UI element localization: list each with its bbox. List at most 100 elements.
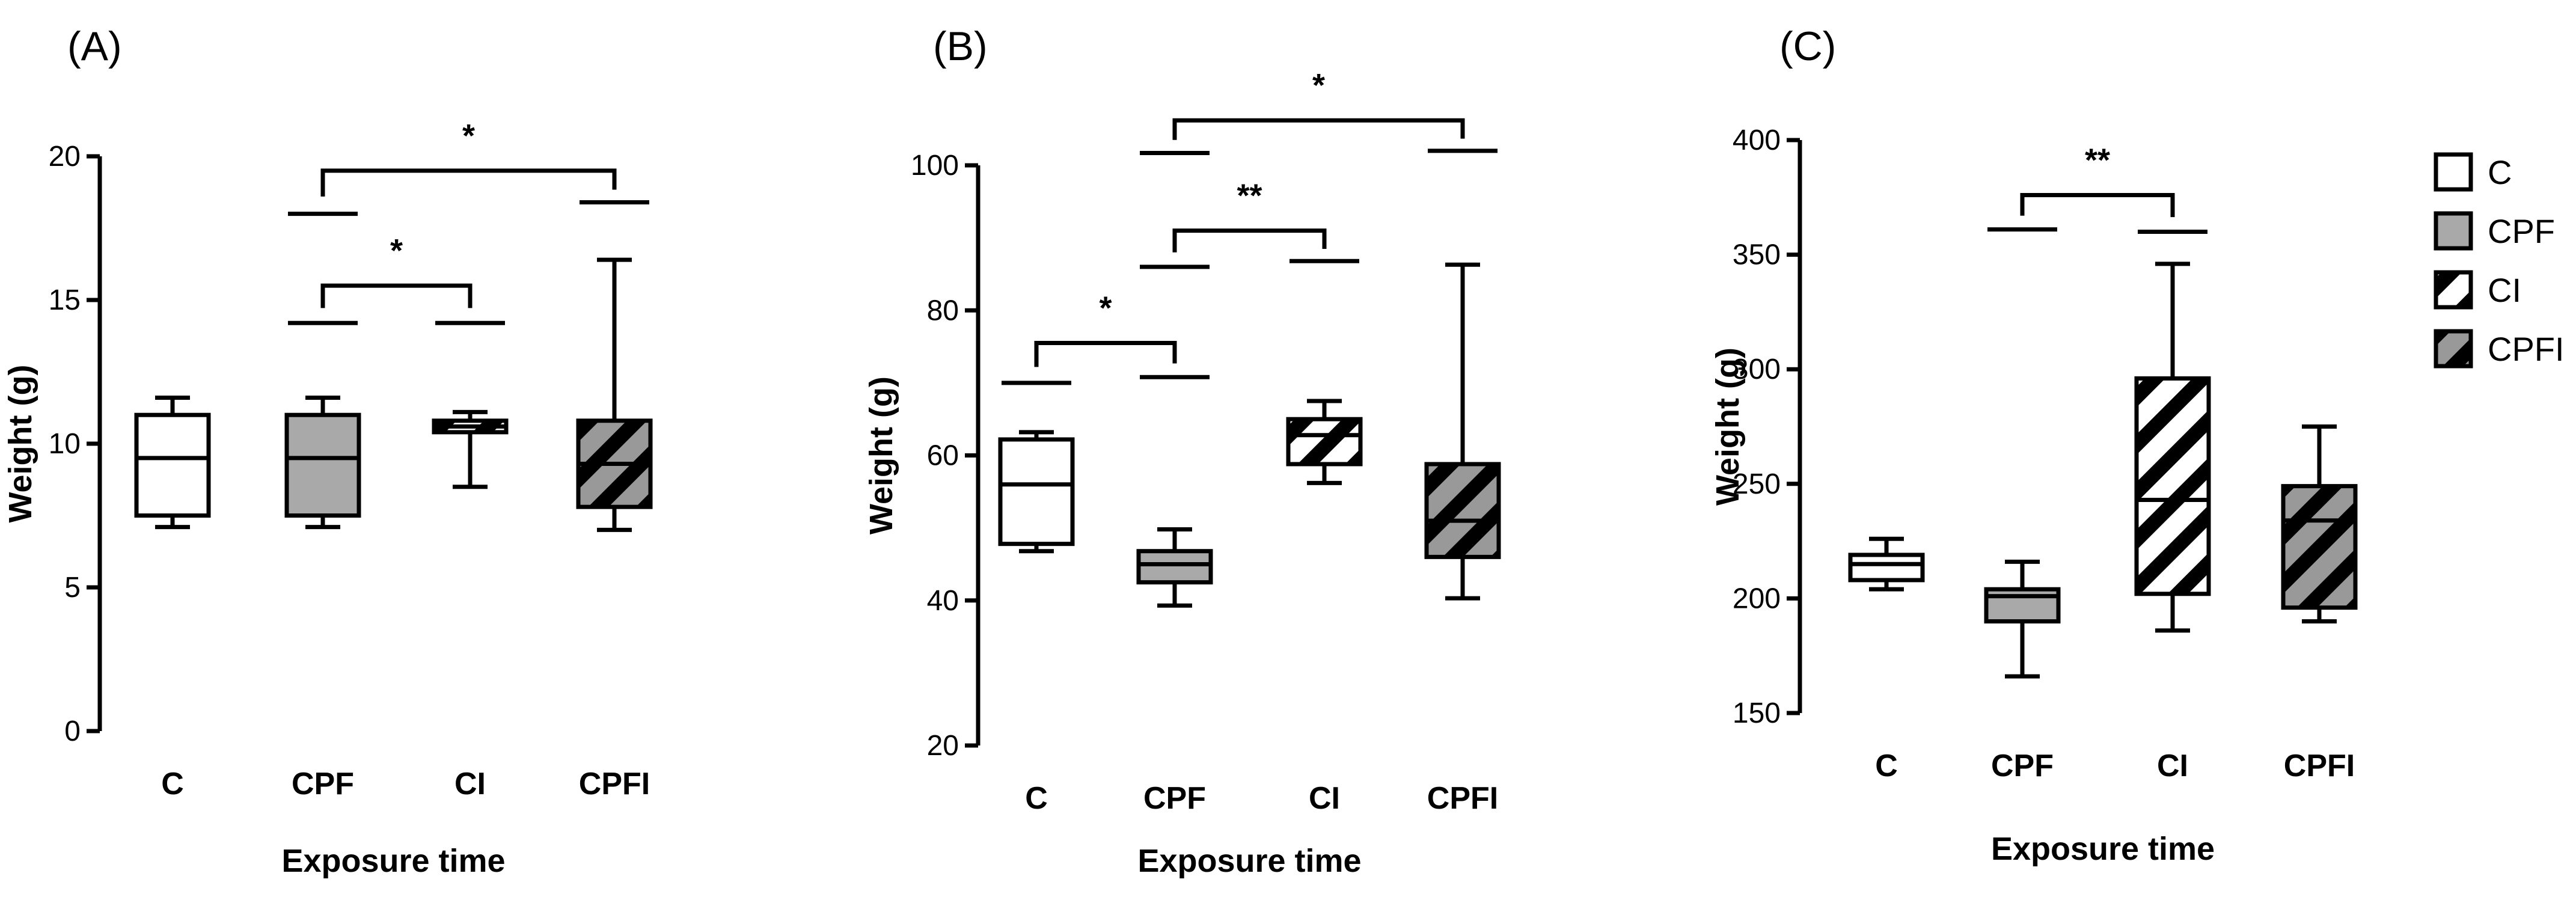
x-tick-label: CPF [1143,781,1206,816]
x-tick-label: CPF [292,767,354,801]
y-tick-label: 300 [1733,354,1781,385]
box-outline [1424,462,1501,559]
panel-label: (B) [933,23,988,69]
y-tick-label: 10 [49,428,81,460]
x-tick-label: CI [454,767,486,801]
y-tick-label: 400 [1733,124,1781,156]
x-tick-label: CPFI [579,767,650,801]
x-tick-label: C [1025,781,1048,816]
box-outline [1848,553,1925,583]
box-ci [1286,399,1363,485]
box-outline [284,412,361,518]
legend-label: C [2488,153,2512,191]
y-tick-label: 5 [64,572,81,604]
box-c [1848,536,1925,592]
y-tick-label: 250 [1733,468,1781,500]
x-tick-label: C [1875,749,1898,783]
x-tick-label: CI [2157,749,2188,783]
box-hatch [2137,378,2209,594]
box-body [1850,554,1923,580]
x-tick-label: C [161,767,184,801]
significance-bracket: * [288,118,649,216]
box-ci [2134,262,2211,633]
box-body [287,415,359,516]
y-tick-label: 100 [911,150,959,182]
legend-swatch [2436,155,2471,189]
panel-b: (B) 20 40 60 80 100 Weight (g) Exposure time C CP… [863,23,1501,879]
y-tick-label: 0 [64,715,81,747]
panel-a: (A) 0 5 10 15 20 Weight (g) Exposure time C CPF CI… [2,23,653,879]
significance-label: ** [2085,142,2110,178]
y-tick-label: 40 [927,585,959,617]
legend-item-cpf: CPF [2434,211,2555,251]
y-tick-label: 60 [927,440,959,472]
legend-label: CPFI [2488,330,2565,368]
bracket-bar [320,283,473,308]
bracket-bar [2020,192,2175,218]
significance-label: * [1312,67,1325,103]
x-tick-label: CPF [1991,749,2054,783]
y-axis-title: Weight (g) [863,376,899,534]
box-hatch [1288,419,1360,464]
legend-label: CI [2488,271,2521,309]
bracket-bar [320,168,617,197]
box-outline [2281,484,2358,610]
box-outline [1136,549,1213,585]
significance-label: * [462,118,475,154]
legend-swatch-outline [2434,270,2473,310]
box-outline [2134,376,2211,596]
box-cpf [284,396,361,530]
box-outline [134,412,211,518]
bracket-bar [1172,228,1327,253]
panel-label: (A) [67,23,122,69]
box-body [136,415,209,516]
box-cpf [1136,527,1213,608]
box-c [998,430,1075,554]
legend-swatch [2436,213,2471,248]
significance-bracket: ** [1140,178,1359,269]
bracket-bar [1172,118,1465,140]
box-cpf [1984,559,2061,679]
legend-item-ci: CI [2434,270,2521,310]
legend-swatch-outline [2434,329,2473,369]
chart-panels: (A) 0 5 10 15 20 Weight (g) Exposure time C CPF CI… [2,23,2358,879]
y-tick-label: 20 [49,141,81,173]
legend-item-c: C [2434,152,2512,192]
x-axis-title: Exposure time [1137,843,1361,879]
box-cpfi [1424,262,1501,601]
y-axis-title: Weight (g) [1710,347,1746,506]
x-tick-label: CI [1309,781,1340,816]
legend-swatch-outline [2434,211,2473,251]
panel-label: (C) [1779,23,1836,69]
box-cpfi [2281,424,2358,624]
significance-label: * [1099,290,1112,326]
y-tick-label: 150 [1733,697,1781,729]
legend-swatch-hatch [2436,331,2471,366]
significance-bracket: * [1002,290,1210,385]
box-cpfi [576,257,653,532]
box-body [1000,439,1072,544]
legend-swatch-outline [2434,152,2473,192]
legend-item-cpfi: CPFI [2434,329,2565,369]
legend-swatch-hatch [2436,272,2471,307]
y-tick-label: 350 [1733,239,1781,271]
panel-c: (C) 150 200 250 300 350 400 Weight (g) Exposure … [1710,23,2358,867]
significance-bracket: * [288,233,505,325]
y-tick-label: 15 [49,284,81,316]
x-tick-label: CPFI [1427,781,1498,816]
significance-label: ** [1237,178,1262,214]
significance-label: * [390,233,403,269]
y-tick-label: 200 [1733,583,1781,614]
box-c [134,396,211,530]
box-ci [432,409,509,489]
legend-label: CPF [2488,212,2555,250]
box-outline [1286,417,1363,467]
y-tick-label: 20 [927,730,959,762]
y-axis-title: Weight (g) [2,365,38,523]
x-axis-title: Exposure time [281,843,505,879]
box-outline [1984,587,2061,624]
box-outline [998,437,1075,546]
x-axis-title: Exposure time [1991,831,2215,867]
box-hatch [2283,486,2355,608]
